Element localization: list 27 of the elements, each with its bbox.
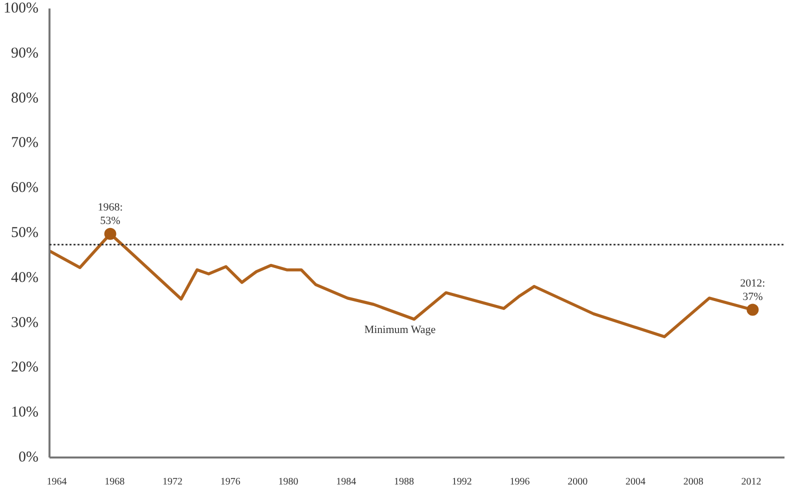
- x-tick-label: 2000: [568, 476, 588, 487]
- y-tick-label: 80%: [11, 90, 39, 106]
- x-tick-label: 1968: [104, 476, 125, 487]
- series-label: Minimum Wage: [364, 324, 436, 336]
- y-tick-label: 50%: [11, 225, 39, 241]
- x-tick-label: 1976: [220, 476, 240, 487]
- y-tick-label: 40%: [11, 270, 39, 286]
- x-tick-label: 2004: [625, 476, 646, 487]
- x-tick-label: 1964: [46, 476, 67, 487]
- x-tick-label: 1972: [162, 476, 182, 487]
- x-tick-label: 1984: [336, 476, 356, 487]
- y-tick-label: 70%: [11, 135, 39, 152]
- y-tick-label: 90%: [11, 45, 39, 62]
- y-tick-label: 10%: [11, 404, 39, 421]
- x-tick-label: 1988: [394, 476, 414, 487]
- x-tick-label: 1992: [452, 476, 472, 487]
- y-tick-label: 30%: [11, 314, 39, 331]
- annotation: 1968: 53%: [98, 202, 123, 227]
- y-tick-label: 60%: [11, 180, 39, 196]
- x-tick-label: 2012: [741, 476, 762, 487]
- y-tick-label: 20%: [11, 360, 39, 376]
- x-tick-label: 1980: [278, 476, 298, 487]
- x-tick-label: 1996: [510, 476, 530, 487]
- y-tick-label: 0%: [18, 450, 39, 466]
- y-tick-label: 100%: [4, 0, 39, 16]
- x-tick-label: 2008: [683, 476, 704, 487]
- annotation: 2012: 37%: [740, 278, 766, 303]
